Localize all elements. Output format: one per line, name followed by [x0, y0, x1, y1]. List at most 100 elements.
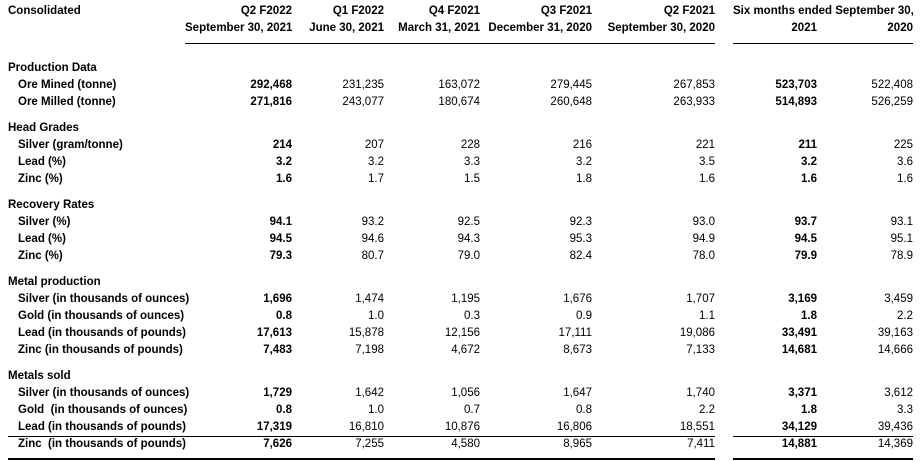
bottom-rule-left	[8, 453, 715, 460]
table-cell: 2.2	[897, 310, 913, 322]
table-cell: 7,411	[687, 438, 715, 450]
section-gap	[8, 265, 913, 274]
bottom-rule	[8, 453, 913, 460]
table-cell: 92.5	[457, 216, 480, 228]
table-cell: 92.3	[569, 216, 592, 228]
table-cell: 1,195	[451, 293, 480, 305]
table-cell: 95.3	[569, 233, 592, 245]
table-cell: 1,474	[355, 293, 384, 305]
table-cell: 1.6	[699, 173, 715, 185]
rule-gap	[715, 453, 733, 460]
table-cell: 0.8	[276, 404, 292, 416]
table-cell: 34,129	[781, 421, 817, 433]
table-cell: 3,371	[788, 387, 817, 399]
table-cell: 3.2	[276, 156, 292, 168]
section-header-row: Metal production	[8, 274, 913, 291]
table-title: Consolidated	[8, 5, 81, 17]
table-cell: 1,740	[686, 387, 715, 399]
pre-total-rule-left	[8, 436, 715, 437]
table-cell: 514,893	[775, 96, 817, 108]
column-header-period-0: Q2 F2022	[240, 5, 292, 17]
table-row: Gold (in thousands of ounces) 0.8 1.0 0.3 0.…	[8, 308, 913, 325]
table-cell: 1,729	[263, 387, 292, 399]
table-cell: 15,878	[348, 327, 384, 339]
table-cell: 93.7	[794, 216, 817, 228]
rule-spacer	[8, 37, 185, 44]
table-cell: 79.3	[269, 250, 292, 262]
table-cell: 3,612	[884, 387, 913, 399]
row-label: Zinc (in thousands of pounds)	[18, 344, 183, 356]
table-cell: 80.7	[361, 250, 384, 262]
table-cell: 19,086	[679, 327, 715, 339]
table-row: Zinc (in thousands of pounds) 7,626 7,255 4…	[8, 436, 913, 453]
table-cell: 4,672	[451, 344, 480, 356]
rule-gap	[715, 37, 733, 44]
row-label: Silver (gram/tonne)	[18, 139, 123, 151]
section-header-row: Recovery Rates	[8, 197, 913, 214]
table-cell: 3,169	[788, 293, 817, 305]
table-cell: 1,707	[686, 293, 715, 305]
row-label: Silver (%)	[18, 216, 71, 228]
table-cell: 8,965	[563, 438, 592, 450]
column-header-date-1: June 30, 2021	[309, 22, 384, 34]
table-cell: 17,613	[256, 327, 292, 339]
table-cell: 7,626	[263, 438, 292, 450]
table-cell: 0.8	[276, 310, 292, 322]
table-cell: 225	[893, 139, 913, 151]
table-row: Ore Milled (tonne) 271,816 243,077 180,674 2…	[8, 94, 913, 111]
table-row: Lead (%) 94.5 94.6 94.3 95.3 94.9 94.5 95.1	[8, 231, 913, 248]
table-row: Gold (in thousands of ounces) 0.8 1.0 0.7 0.…	[8, 402, 913, 419]
column-header-period-3: Q3 F2021	[540, 5, 592, 17]
table-cell: 221	[695, 139, 715, 151]
section-gap	[8, 188, 913, 197]
section-title: Metal production	[8, 276, 101, 288]
table-cell: 1,642	[355, 387, 384, 399]
table-cell: 3.2	[576, 156, 592, 168]
header-rule	[8, 37, 913, 44]
table-header-row-periods: Consolidated Q2 F2022 Q1 F2022 Q4 F2021 …	[8, 3, 914, 20]
column-header-date-3: December 31, 2020	[488, 22, 592, 34]
row-label: Ore Milled (tonne)	[18, 96, 116, 108]
table-row: Lead (in thousands of pounds) 17,319 16,81…	[8, 419, 913, 436]
table-cell: 526,259	[871, 96, 913, 108]
section-title: Production Data	[8, 62, 97, 74]
table-cell: 7,198	[355, 344, 384, 356]
column-header-date-2: March 31, 2021	[398, 22, 480, 34]
table-cell: 4,580	[451, 438, 480, 450]
table-cell: 3.2	[368, 156, 384, 168]
table-cell: 14,681	[781, 344, 817, 356]
table-cell: 39,163	[877, 327, 913, 339]
table-cell: 33,491	[781, 327, 817, 339]
table-cell: 271,816	[250, 96, 292, 108]
table-cell: 0.3	[464, 310, 480, 322]
column-header-period-4: Q2 F2021	[663, 5, 715, 17]
table-cell: 7,133	[686, 344, 715, 356]
table-cell: 0.9	[576, 310, 592, 322]
table-row: Silver (in thousands of ounces) 1,729 1,64…	[8, 385, 913, 402]
table-cell: 18,551	[679, 421, 715, 433]
table-cell: 79.0	[457, 250, 480, 262]
table-cell: 78.9	[890, 250, 913, 262]
table-cell: 163,072	[438, 79, 480, 91]
table-header-row-dates: September 30, 2021 June 30, 2021 March 3…	[8, 20, 913, 37]
table-cell: 260,648	[550, 96, 592, 108]
table-cell: 0.8	[576, 404, 592, 416]
table-cell: 3.3	[464, 156, 480, 168]
table-cell: 1.8	[801, 404, 817, 416]
column-header-period-1: Q1 F2022	[332, 5, 384, 17]
table-cell: 3.6	[897, 156, 913, 168]
table-cell: 267,853	[673, 79, 715, 91]
table-cell: 1.8	[576, 173, 592, 185]
table-cell: 7,483	[263, 344, 292, 356]
table-cell: 94.9	[692, 233, 715, 245]
table-cell: 94.5	[269, 233, 292, 245]
table-row: Ore Mined (tonne) 292,468 231,235 163,072 27…	[8, 77, 913, 94]
bottom-rule-right	[733, 453, 913, 460]
pre-total-rule-right	[733, 436, 913, 437]
table-cell: 39,436	[877, 421, 913, 433]
section-gap	[8, 111, 913, 120]
column-header-six-months: Six months ended September 30,	[733, 5, 914, 17]
table-row: Lead (%) 3.2 3.2 3.3 3.2 3.5 3.2 3.6	[8, 154, 913, 171]
row-label: Silver (in thousands of ounces)	[18, 387, 190, 399]
table-cell: 279,445	[550, 79, 592, 91]
